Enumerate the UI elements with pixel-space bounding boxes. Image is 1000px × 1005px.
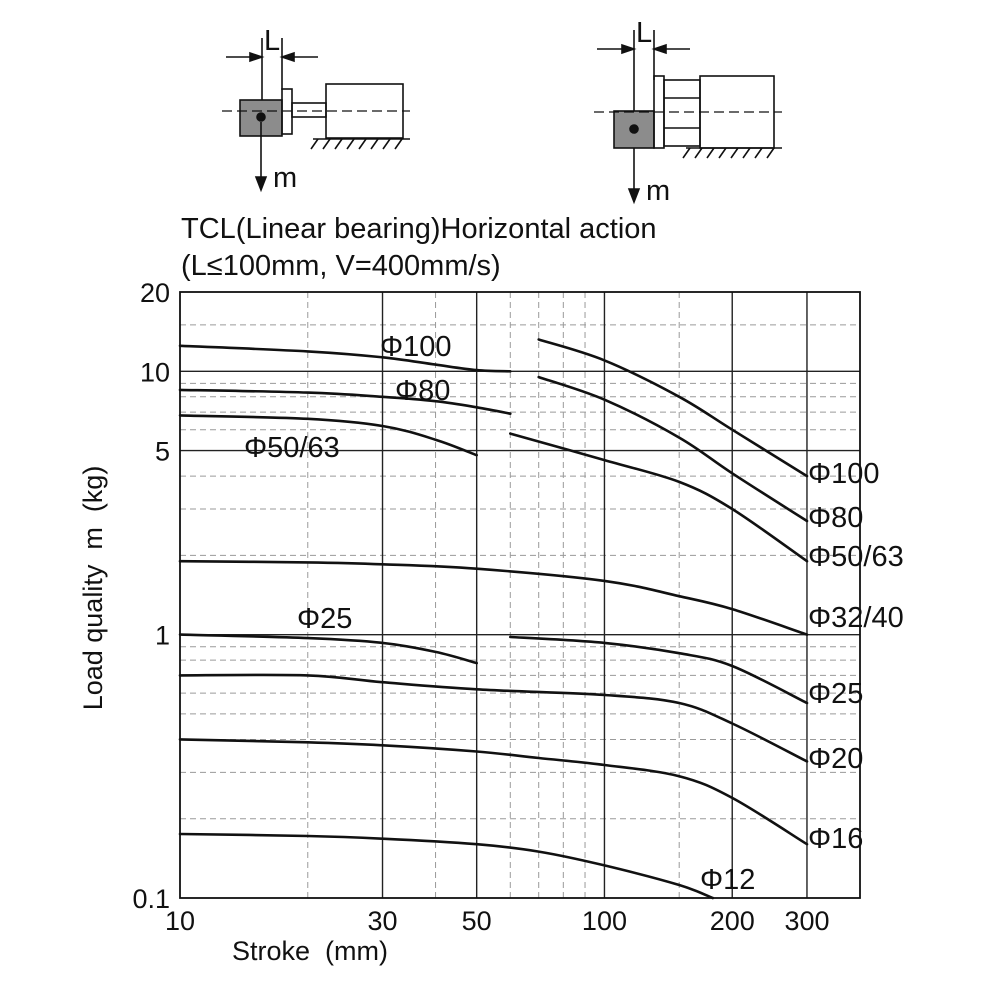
curve-series-7: [178, 832, 715, 900]
chart-subtitle: (L≤100mm, V=400mm/s): [181, 250, 501, 282]
curve-series-4: [178, 633, 478, 665]
curve-series-1: [537, 375, 809, 523]
y-tick-label: 1: [155, 621, 170, 651]
y-tick-label: 20: [140, 278, 170, 308]
dimension-arrowhead: [279, 51, 295, 63]
x-tick-label: 50: [462, 906, 492, 936]
y-axis-title: Load quality m (kg): [78, 466, 108, 711]
diagram-left: [222, 38, 410, 193]
dimension-arrowhead: [249, 51, 265, 63]
x-axis-title: Stroke (mm): [232, 936, 388, 966]
ground-hatching: [682, 147, 775, 159]
series-label-1: Φ80: [395, 375, 450, 407]
x-tick-label: 100: [582, 906, 627, 936]
mass-arrowhead: [627, 188, 641, 205]
series-label-7: Φ12: [700, 864, 755, 896]
chart-title: TCL(Linear bearing)Horizontal action: [181, 213, 657, 245]
curve-series-5: [178, 673, 809, 763]
plot-frame: [179, 291, 861, 899]
minor-gridlines: [180, 292, 861, 898]
dimension-arrowhead: [621, 43, 637, 55]
mass-arrowhead: [254, 176, 268, 193]
x-tick-labels: 10 30 50 100 200 300: [165, 906, 830, 936]
curve-series-3: [178, 559, 809, 636]
curve-series-0: [537, 338, 809, 478]
piston-rod: [291, 102, 327, 118]
series-label-4: Φ25: [297, 603, 352, 635]
series-label-2: Φ50/63: [808, 541, 904, 573]
dimension-label-right: L: [636, 17, 652, 49]
mass-label-right: m: [646, 175, 670, 207]
major-gridlines: [180, 292, 860, 898]
diagram-right: [594, 30, 782, 205]
curve-series-0: [178, 344, 512, 373]
curve-series-1: [178, 388, 512, 415]
curve-series-6: [178, 738, 809, 846]
series-label-6: Φ16: [808, 823, 863, 855]
load-center-dot: [629, 124, 639, 134]
dimension-label-left: L: [264, 25, 280, 57]
x-tick-label: 10: [165, 906, 195, 936]
y-tick-label: 0.1: [132, 884, 170, 914]
curve-series-4: [509, 635, 809, 705]
x-tick-label: 200: [710, 906, 755, 936]
dimension-arrowhead: [651, 43, 667, 55]
series-label-4: Φ25: [808, 678, 863, 710]
guide-rods: [663, 79, 701, 147]
series-label-5: Φ20: [808, 743, 863, 775]
ground-hatching: [310, 138, 403, 150]
curves: [178, 338, 809, 900]
load-center-dot: [256, 112, 266, 122]
series-label-3: Φ32/40: [808, 602, 904, 634]
y-tick-label: 5: [155, 437, 170, 467]
series-label-0: Φ100: [808, 458, 880, 490]
curve-labels: Φ100 Φ100 Φ80 Φ80 Φ50/63 Φ50/63 Φ32/40 Φ25 Φ25 Φ2…: [244, 331, 904, 896]
y-tick-labels: 0.1 1 5 10 20: [132, 278, 170, 914]
series-label-2: Φ50/63: [244, 432, 340, 464]
series-label-0: Φ100: [380, 331, 452, 363]
mass-label-left: m: [273, 162, 297, 194]
curve-series-2: [178, 414, 478, 457]
curve-series-2: [509, 432, 809, 563]
series-label-1: Φ80: [808, 502, 863, 534]
x-tick-label: 300: [784, 906, 829, 936]
x-tick-label: 30: [367, 906, 397, 936]
y-tick-label: 10: [140, 357, 170, 387]
